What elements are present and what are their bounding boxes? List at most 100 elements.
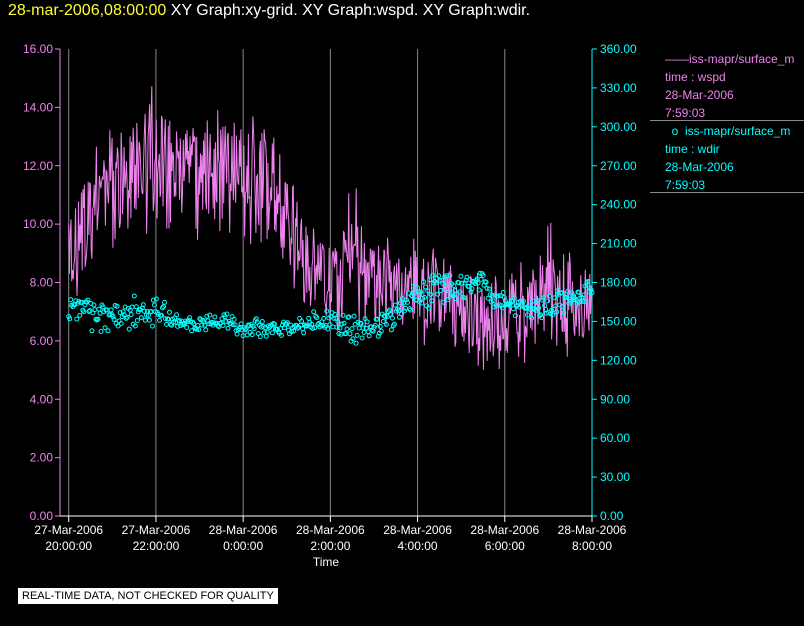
wdir-point: [541, 295, 547, 301]
wdir-point: [535, 298, 541, 303]
wdir-point: [196, 327, 202, 333]
wdir-point: [445, 297, 451, 303]
x-tick-time-6: 8:00:00: [572, 539, 612, 553]
y-left-tick-5: 10.00: [23, 217, 53, 231]
wdir-point: [250, 323, 256, 329]
wdir-point: [159, 312, 164, 318]
y-right-tick-3: 90.00: [600, 392, 630, 406]
wdir-point: [453, 296, 459, 302]
wdir-point: [456, 280, 462, 286]
wdir-point: [162, 299, 167, 305]
wdir-point: [356, 325, 362, 331]
wdir-point: [360, 325, 366, 331]
wdir-point: [98, 329, 104, 334]
wdir-point: [124, 314, 130, 320]
wdir-point: [436, 273, 442, 279]
wdir-point: [382, 314, 388, 320]
wdir-point: [568, 298, 574, 304]
wdir-point: [187, 315, 193, 321]
wdir-point: [468, 289, 474, 295]
wdir-point: [550, 312, 556, 318]
series-wspd-line: [68, 86, 593, 370]
wdir-point: [411, 283, 416, 289]
wdir-point: [205, 318, 211, 324]
wdir-point: [145, 312, 151, 318]
wdir-point: [446, 288, 452, 294]
wdir-point: [358, 320, 364, 326]
wdir-point: [425, 288, 431, 294]
wdir-point: [520, 298, 526, 304]
wdir-point: [389, 315, 395, 321]
legend-wspd-label[interactable]: ——iss-mapr/surface_m: [665, 52, 795, 66]
wdir-point: [443, 283, 449, 289]
wdir-point: [422, 295, 428, 300]
wdir-point: [270, 321, 276, 326]
wdir-point: [184, 325, 190, 330]
wdir-point: [74, 316, 80, 322]
wdir-point: [483, 279, 489, 285]
wdir-point: [335, 319, 341, 325]
wdir-point: [325, 326, 331, 332]
wdir-point: [100, 304, 106, 310]
legend-wspd-line-icon: ——: [665, 52, 689, 66]
wdir-point: [408, 307, 413, 313]
x-axis-label: Time: [313, 555, 340, 569]
wdir-point: [257, 334, 263, 339]
legend-wdir-field: time : wdir: [665, 142, 720, 156]
legend-wdir-label[interactable]: o iss-mapr/surface_m: [665, 124, 791, 138]
wdir-point: [559, 290, 565, 296]
series-wdir-markers: [66, 270, 595, 346]
y-right-tick-6: 180.00: [600, 276, 637, 290]
wdir-point: [299, 318, 305, 324]
y-right-tick-5: 150.00: [600, 314, 637, 328]
wdir-point: [225, 325, 231, 331]
wdir-point: [77, 312, 83, 318]
wdir-point: [489, 293, 495, 298]
wdir-point: [433, 280, 439, 286]
y-right-tick-1: 30.00: [600, 470, 630, 484]
wdir-point: [364, 319, 370, 325]
wdir-point: [421, 279, 427, 285]
wdir-point: [175, 323, 181, 329]
y-left-tick-0: 0.00: [30, 509, 54, 523]
wdir-point: [484, 285, 490, 291]
wdir-point: [580, 299, 586, 304]
wdir-point: [97, 310, 103, 316]
quality-disclaimer: REAL-TIME DATA, NOT CHECKED FOR QUALITY: [18, 588, 278, 604]
wdir-point: [269, 330, 275, 336]
wdir-point: [141, 308, 147, 314]
wdir-point: [111, 317, 117, 322]
legend-divider-bottom: [650, 192, 804, 193]
wdir-point: [464, 274, 470, 280]
wdir-point: [582, 283, 588, 289]
legend-divider: [650, 120, 804, 121]
wdir-point: [132, 323, 138, 329]
wdir-point: [334, 324, 340, 330]
y-left-tick-3: 6.00: [30, 334, 54, 348]
x-tick-time-0: 20:00:00: [45, 539, 92, 553]
wdir-point: [128, 312, 134, 317]
wdir-point: [462, 280, 468, 286]
wdir-point: [102, 325, 108, 331]
wdir-point: [285, 320, 290, 326]
wdir-point: [506, 302, 512, 308]
wdir-point: [340, 312, 346, 318]
y-left-tick-7: 14.00: [23, 100, 53, 114]
x-tick-date-1: 27-Mar-2006: [122, 523, 191, 537]
wdir-point: [478, 276, 484, 282]
wdir-point: [469, 286, 475, 292]
wdir-point: [131, 293, 137, 299]
wdir-point: [89, 328, 95, 334]
wdir-point: [375, 333, 381, 339]
wdir-point: [140, 302, 146, 308]
wdir-point: [301, 330, 307, 336]
wdir-point: [212, 314, 218, 320]
wdir-point: [525, 312, 530, 318]
wdir-point: [149, 323, 155, 329]
wdir-point: [437, 278, 443, 284]
wdir-point: [231, 316, 237, 322]
wdir-point: [498, 303, 504, 309]
wdir-point: [312, 325, 318, 331]
wdir-point: [366, 333, 372, 339]
wdir-point: [387, 311, 393, 317]
